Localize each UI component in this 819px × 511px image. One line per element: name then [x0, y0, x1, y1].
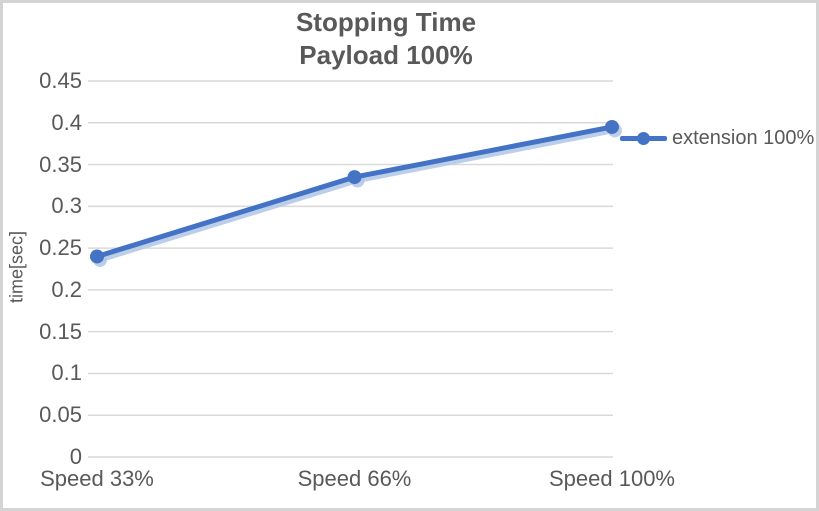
legend-line-marker-icon	[620, 131, 667, 145]
y-tick-label: 0.4	[51, 109, 82, 135]
x-axis-label: Speed 33%	[40, 466, 154, 491]
y-tick-label: 0.45	[39, 68, 82, 93]
y-tick-label: 0.3	[51, 193, 82, 219]
y-tick-label: 0.25	[39, 235, 82, 261]
x-axis-label: Speed 100%	[549, 466, 675, 491]
y-tick-label: 0.15	[39, 318, 82, 344]
series-shadow	[93, 123, 622, 267]
chart-title-line2: Payload 100%	[299, 40, 473, 70]
legend[interactable]: extension 100%	[620, 125, 814, 151]
chart-title: Stopping Time Payload 100%	[0, 6, 772, 72]
series-extension-100[interactable]	[90, 119, 619, 264]
y-tick-label: 0.05	[39, 402, 82, 428]
y-tick-label: 0.35	[39, 151, 82, 177]
legend-dot-icon	[637, 131, 650, 145]
chart-title-line1: Stopping Time	[295, 7, 477, 37]
legend-entry-label: extension 100%	[672, 126, 815, 149]
y-tick-label: 0.2	[51, 276, 82, 302]
y-tick-label: 0	[69, 444, 82, 469]
x-axis-label: Speed 66%	[297, 466, 412, 491]
y-tick-label: 0.1	[51, 360, 82, 386]
